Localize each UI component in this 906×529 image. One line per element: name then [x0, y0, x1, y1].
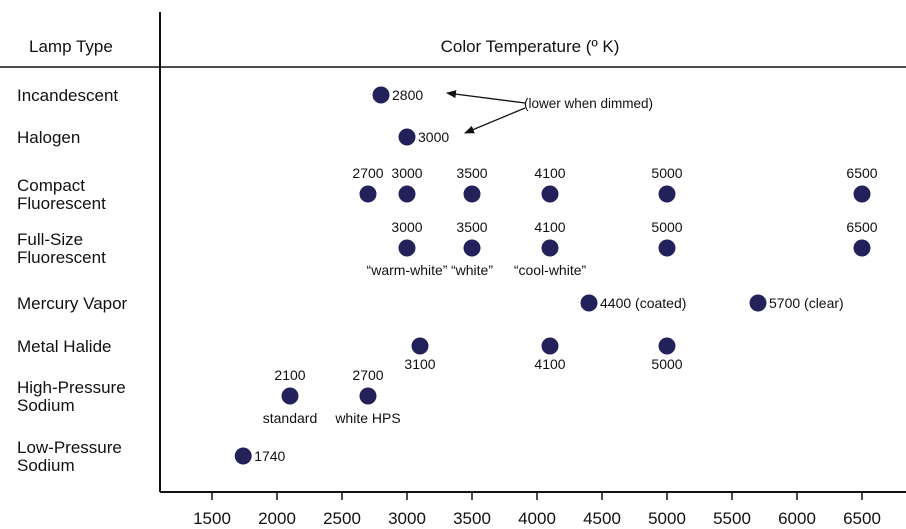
data-point: [411, 337, 429, 355]
point-sublabel: “warm-white”: [367, 262, 448, 278]
data-point: [463, 185, 481, 203]
data-point: [463, 239, 481, 257]
point-label: 2700: [352, 367, 383, 383]
data-point: [853, 185, 871, 203]
point-label: 3100: [404, 356, 435, 372]
lamp-type-label: Sodium: [17, 456, 75, 475]
lamp-type-label: Compact: [17, 176, 85, 195]
lamp-type-labels: IncandescentHalogenCompactFluorescentFul…: [17, 86, 128, 475]
point-label: 2100: [274, 367, 305, 383]
point-label: 1740: [254, 448, 285, 464]
color-temperature-header: Color Temperature (º K): [441, 37, 620, 56]
point-label: 5000: [651, 356, 682, 372]
point-label: 2800: [392, 87, 423, 103]
point-label: 2700: [352, 165, 383, 181]
lamp-type-label: Incandescent: [17, 86, 118, 105]
x-tick-label: 4000: [518, 509, 556, 528]
data-point: [749, 294, 767, 312]
lamp-type-label: Fluorescent: [17, 194, 106, 213]
point-label: 5000: [651, 219, 682, 235]
lamp-type-label: Sodium: [17, 396, 75, 415]
x-tick-label: 1500: [193, 509, 231, 528]
data-points: 2800 3000 2700 3000 3500 4100 5000 6500 3000 “war…: [234, 86, 878, 465]
lamp-type-label: Full-Size: [17, 230, 83, 249]
point-label: 6500: [846, 219, 877, 235]
x-tick-label: 2500: [323, 509, 361, 528]
data-point: [658, 239, 676, 257]
annotation-arrow-halogen: [464, 107, 526, 134]
x-axis-ticks: 1500 2000 2500 3000 3500 4000 4500 5000 5500 6000…: [193, 492, 881, 528]
data-point: [541, 185, 559, 203]
x-tick-label: 2000: [258, 509, 296, 528]
point-label: 3000: [391, 219, 422, 235]
annotation-text: (lower when dimmed): [524, 96, 653, 111]
data-point: [359, 387, 377, 405]
point-label: 4100: [534, 356, 565, 372]
data-point: [398, 185, 416, 203]
point-label: 3500: [456, 165, 487, 181]
data-point: [398, 239, 416, 257]
point-label: 3000: [418, 129, 449, 145]
data-point: [234, 447, 252, 465]
point-label: 5000: [651, 165, 682, 181]
lamp-type-label: Mercury Vapor: [17, 294, 128, 313]
lamp-type-label: Fluorescent: [17, 248, 106, 267]
point-sublabel: white HPS: [334, 410, 400, 426]
point-sublabel: standard: [263, 410, 317, 426]
dimming-annotation: (lower when dimmed): [446, 90, 653, 134]
data-point: [541, 239, 559, 257]
data-point: [281, 387, 299, 405]
x-tick-label: 5000: [648, 509, 686, 528]
data-point: [372, 86, 390, 104]
point-label: 3000: [391, 165, 422, 181]
data-point: [853, 239, 871, 257]
lamp-type-label: Low-Pressure: [17, 438, 122, 457]
x-tick-label: 4500: [583, 509, 621, 528]
x-tick-label: 5500: [713, 509, 751, 528]
x-tick-label: 3500: [453, 509, 491, 528]
x-tick-label: 3000: [388, 509, 426, 528]
point-label: 4100: [534, 219, 565, 235]
point-label: 4400 (coated): [600, 295, 686, 311]
lamp-type-label: Metal Halide: [17, 337, 112, 356]
point-sublabel: “white”: [451, 262, 493, 278]
data-point: [398, 128, 416, 146]
lamp-type-label: Halogen: [17, 128, 80, 147]
data-point: [658, 337, 676, 355]
point-label: 4100: [534, 165, 565, 181]
point-label: 6500: [846, 165, 877, 181]
lamp-type-label: High-Pressure: [17, 378, 126, 397]
data-point: [359, 185, 377, 203]
x-tick-label: 6500: [843, 509, 881, 528]
point-label: 3500: [456, 219, 487, 235]
data-point: [580, 294, 598, 312]
data-point: [658, 185, 676, 203]
data-point: [541, 337, 559, 355]
lamp-type-header: Lamp Type: [29, 37, 113, 56]
point-sublabel: “cool-white”: [514, 262, 587, 278]
x-tick-label: 6000: [778, 509, 816, 528]
point-label: 5700 (clear): [769, 295, 844, 311]
annotation-arrow-incandescent: [446, 90, 526, 104]
